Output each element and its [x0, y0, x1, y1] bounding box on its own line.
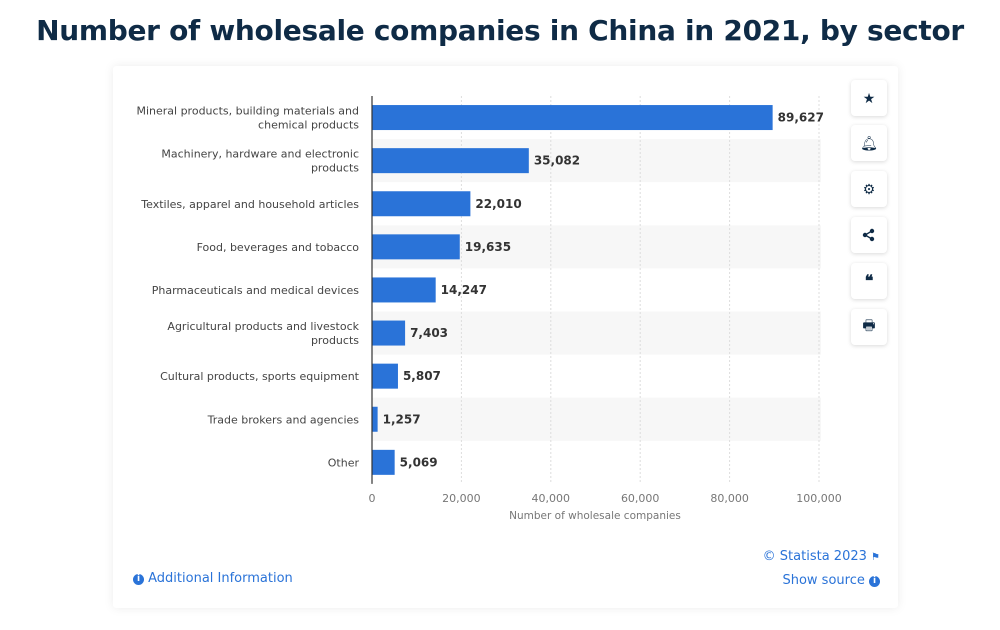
x-tick-label: 80,000 — [710, 492, 749, 505]
show-source-link[interactable]: Show source i — [782, 573, 880, 588]
category-label: Agricultural products and livestock produ… — [167, 320, 359, 347]
data-label: 7,403 — [410, 326, 448, 340]
flag-icon: ⚑ — [871, 552, 880, 563]
data-label: 22,010 — [475, 197, 521, 211]
bar — [372, 191, 471, 217]
bar — [372, 320, 406, 346]
x-tick-label: 60,000 — [621, 492, 660, 505]
data-label: 14,247 — [441, 283, 487, 297]
category-label: Food, beverages and tobacco — [197, 241, 360, 254]
category-label: Pharmaceuticals and medical devices — [152, 284, 360, 297]
copyright-text: © Statista 2023 — [762, 549, 867, 564]
row-band — [372, 311, 821, 355]
gear-icon[interactable]: ⚙ — [851, 171, 887, 207]
additional-information-link[interactable]: i Additional Information — [133, 571, 293, 586]
data-label: 89,627 — [778, 111, 824, 125]
share-icon[interactable] — [851, 217, 887, 253]
bar — [372, 449, 395, 475]
data-label: 1,257 — [383, 412, 421, 426]
row-band — [372, 397, 821, 441]
bar — [372, 363, 398, 389]
data-label: 5,069 — [400, 455, 438, 469]
star-icon[interactable]: ★ — [851, 80, 887, 116]
category-label: Mineral products, building materials and… — [136, 105, 359, 132]
page-title: Number of wholesale companies in China i… — [36, 14, 964, 47]
category-label: Trade brokers and agencies — [207, 413, 360, 426]
data-label: 35,082 — [534, 154, 580, 168]
x-tick-label: 40,000 — [532, 492, 571, 505]
category-label: Other — [328, 456, 360, 469]
category-label: Cultural products, sports equipment — [160, 370, 360, 383]
data-label: 5,807 — [403, 369, 441, 383]
copyright-link[interactable]: © Statista 2023 ⚑ — [763, 549, 880, 564]
category-label: Machinery, hardware and electronic produc… — [161, 148, 359, 175]
show-source-text: Show source — [782, 573, 865, 588]
x-tick-label: 0 — [369, 492, 376, 505]
print-icon[interactable]: 🖶︎ — [851, 309, 887, 345]
info-icon: i — [133, 574, 144, 585]
x-axis-label: Number of wholesale companies — [509, 510, 681, 522]
info-icon: i — [869, 576, 880, 587]
additional-info-text: Additional Information — [148, 571, 293, 586]
bell-icon[interactable]: 🔔︎ — [851, 125, 887, 161]
bar — [372, 234, 460, 260]
x-tick-label: 100,000 — [796, 492, 842, 505]
x-tick-label: 20,000 — [442, 492, 481, 505]
quote-icon[interactable]: ❝ — [851, 263, 887, 299]
data-label: 19,635 — [465, 240, 511, 254]
bar — [372, 105, 773, 131]
bar — [372, 406, 378, 432]
category-label: Textiles, apparel and household articles — [140, 198, 359, 211]
bar — [372, 148, 529, 174]
bar — [372, 277, 436, 303]
